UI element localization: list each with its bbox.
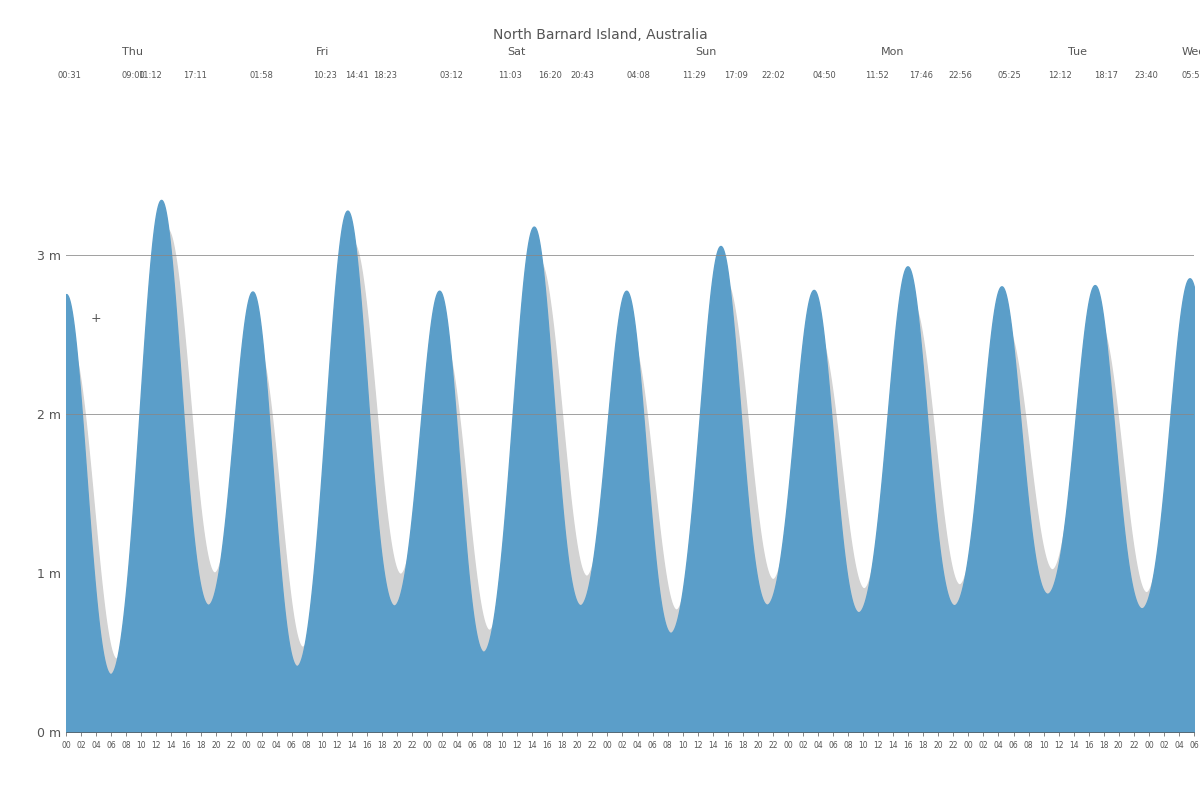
Text: 00:31: 00:31 [58,70,82,80]
Text: +: + [91,313,102,326]
Text: 14:41: 14:41 [346,70,368,80]
Text: 04:08: 04:08 [626,70,650,80]
Text: 11:52: 11:52 [865,70,889,80]
Text: 18:17: 18:17 [1094,70,1118,80]
Text: Thu: Thu [122,47,143,57]
Text: 17:09: 17:09 [725,70,749,80]
Text: Tue: Tue [1068,47,1087,57]
Text: 18:23: 18:23 [373,70,397,80]
Text: 11:12: 11:12 [138,70,162,80]
Text: North Barnard Island, Australia: North Barnard Island, Australia [493,28,707,42]
Text: 11:29: 11:29 [682,70,706,80]
Text: 11:03: 11:03 [498,70,522,80]
Text: 17:46: 17:46 [910,70,934,80]
Text: 23:40: 23:40 [1134,70,1158,80]
Text: Mon: Mon [881,47,904,57]
Text: 22:02: 22:02 [761,70,785,80]
Text: 03:12: 03:12 [439,70,463,80]
Text: 20:43: 20:43 [571,70,595,80]
Text: 05:25: 05:25 [997,70,1021,80]
Text: 12:12: 12:12 [1049,70,1072,80]
Text: Sat: Sat [508,47,526,57]
Text: Wed: Wed [1181,47,1200,57]
Text: 16:20: 16:20 [538,70,562,80]
Text: Fri: Fri [317,47,330,57]
Text: 17:11: 17:11 [184,70,208,80]
Text: 05:55: 05:55 [1182,70,1200,80]
Text: 10:23: 10:23 [313,70,336,80]
Text: 01:58: 01:58 [250,70,274,80]
Text: Sun: Sun [695,47,716,57]
Text: 09:00: 09:00 [122,70,145,80]
Text: 22:56: 22:56 [948,70,972,80]
Text: 04:50: 04:50 [812,70,836,80]
